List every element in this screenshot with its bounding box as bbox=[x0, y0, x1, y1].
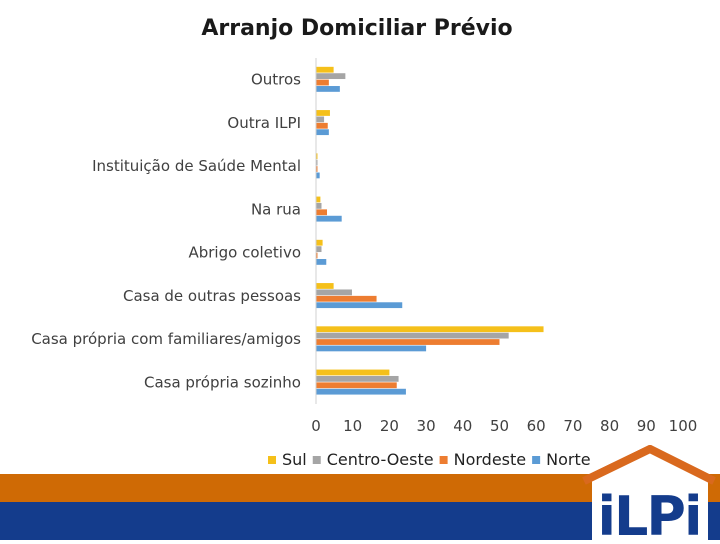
bar-centro-oeste bbox=[316, 375, 399, 382]
x-tick-label: 0 bbox=[311, 417, 321, 435]
bar-sul bbox=[316, 283, 334, 289]
bar-centro-oeste bbox=[316, 73, 346, 80]
x-tick-label: 10 bbox=[343, 417, 362, 435]
legend-label: Nordeste bbox=[454, 450, 527, 469]
x-tick-label: 30 bbox=[417, 417, 436, 435]
bar-norte bbox=[316, 388, 406, 395]
bar-sul bbox=[316, 369, 390, 376]
bar-nordeste bbox=[316, 166, 318, 172]
bar-centro-oeste bbox=[316, 289, 352, 296]
bar-centro-oeste bbox=[316, 246, 322, 253]
legend-label: Norte bbox=[546, 450, 590, 469]
x-tick-label: 90 bbox=[637, 417, 656, 435]
bar-sul bbox=[316, 239, 323, 246]
bar-sul bbox=[316, 153, 318, 160]
chart-title: Arranjo Domiciliar Prévio bbox=[201, 16, 513, 41]
legend-swatch bbox=[312, 456, 321, 464]
legend: Sul Centro-Oeste Nordeste Norte bbox=[268, 450, 591, 469]
bar-centro-oeste bbox=[316, 116, 325, 123]
legend-swatch bbox=[532, 456, 541, 464]
category-label: Casa própria com familiares/amigos bbox=[31, 330, 301, 348]
bar-nordeste bbox=[316, 122, 328, 129]
bar-centro-oeste bbox=[316, 159, 318, 166]
category-label: Outros bbox=[251, 71, 301, 89]
category-label: Casa de outras pessoas bbox=[123, 287, 301, 305]
category-label: Casa própria sozinho bbox=[144, 373, 301, 391]
bar-nordeste bbox=[316, 79, 329, 86]
bar-centro-oeste bbox=[316, 332, 509, 339]
legend-label: Sul bbox=[282, 450, 307, 469]
category-label: Abrigo coletivo bbox=[188, 244, 301, 262]
ilpi-logo: iLPi bbox=[578, 444, 720, 544]
bar-norte bbox=[316, 129, 329, 136]
category-labels: Outros Outra ILPI Instituição de Saúde Men… bbox=[31, 71, 301, 392]
bar-nordeste bbox=[316, 295, 377, 302]
category-label: Na rua bbox=[251, 200, 301, 218]
bar-norte bbox=[316, 259, 327, 265]
logo-text: iLPi bbox=[597, 485, 700, 540]
legend-swatch bbox=[268, 456, 276, 464]
chart-canvas: Outros Outra ILPI Instituição de Saúde Men… bbox=[31, 58, 697, 469]
x-tick-label: 40 bbox=[453, 417, 472, 435]
category-label: Instituição de Saúde Mental bbox=[92, 157, 301, 175]
logo-house-body bbox=[592, 475, 708, 540]
legend-label: Centro-Oeste bbox=[327, 450, 434, 469]
bar-sul bbox=[316, 196, 321, 203]
bar-nordeste bbox=[316, 209, 328, 216]
bar-sul bbox=[316, 326, 544, 333]
bar-sul bbox=[316, 110, 330, 116]
x-tick-labels: 0 10 20 30 40 50 60 70 80 90 100 bbox=[311, 417, 697, 435]
category-label: Outra ILPI bbox=[227, 114, 301, 132]
bar-norte bbox=[316, 86, 340, 92]
bar-norte bbox=[316, 302, 403, 309]
x-tick-label: 80 bbox=[600, 417, 619, 435]
legend-swatch bbox=[439, 456, 448, 464]
bar-nordeste bbox=[316, 339, 500, 345]
x-tick-label: 100 bbox=[669, 417, 698, 435]
x-tick-label: 50 bbox=[490, 417, 509, 435]
bar-nordeste bbox=[316, 252, 318, 259]
bars bbox=[316, 66, 544, 395]
bar-norte bbox=[316, 345, 427, 352]
x-tick-label: 70 bbox=[563, 417, 582, 435]
bar-centro-oeste bbox=[316, 202, 322, 209]
bar-sul bbox=[316, 66, 334, 73]
bar-norte bbox=[316, 172, 320, 179]
bar-nordeste bbox=[316, 382, 397, 389]
bar-norte bbox=[316, 215, 342, 222]
x-tick-label: 60 bbox=[527, 417, 546, 435]
x-tick-label: 20 bbox=[380, 417, 399, 435]
